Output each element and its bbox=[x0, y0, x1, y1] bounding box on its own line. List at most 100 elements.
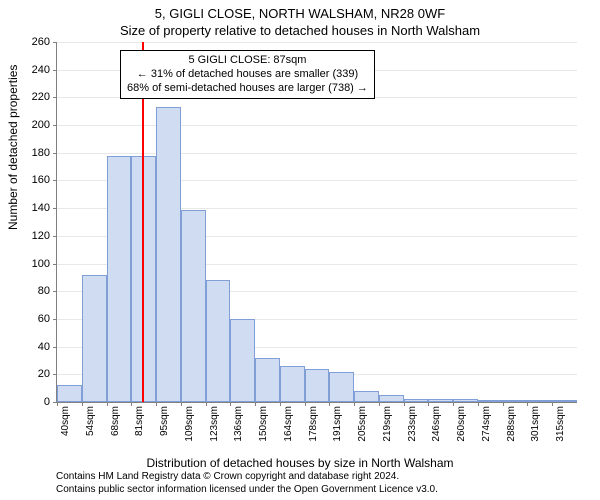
histogram-bar bbox=[503, 400, 528, 402]
x-tick-label: 191sqm bbox=[332, 406, 343, 442]
y-tick-mark bbox=[53, 180, 57, 181]
y-tick-label: 100 bbox=[10, 258, 50, 270]
x-tick-mark bbox=[206, 402, 207, 406]
x-tick-mark bbox=[329, 402, 330, 406]
y-tick-label: 40 bbox=[10, 341, 50, 353]
y-tick-mark bbox=[53, 208, 57, 209]
histogram-bar bbox=[354, 391, 379, 402]
y-tick-label: 160 bbox=[10, 174, 50, 186]
info-box-line3: 68% of semi-detached houses are larger (… bbox=[127, 82, 368, 96]
x-tick-mark bbox=[527, 402, 528, 406]
x-tick-mark bbox=[404, 402, 405, 406]
x-tick-label: 260sqm bbox=[456, 406, 467, 442]
y-tick-mark bbox=[53, 291, 57, 292]
x-tick-mark bbox=[107, 402, 108, 406]
x-tick-mark bbox=[379, 402, 380, 406]
histogram-bar bbox=[255, 358, 280, 402]
x-tick-label: 40sqm bbox=[60, 406, 71, 436]
histogram-bar bbox=[478, 400, 503, 402]
x-tick-mark bbox=[131, 402, 132, 406]
footer: Contains HM Land Registry data © Crown c… bbox=[56, 471, 438, 496]
y-tick-label: 180 bbox=[10, 147, 50, 159]
y-tick-mark bbox=[53, 97, 57, 98]
y-tick-mark bbox=[53, 42, 57, 43]
page-subtitle: Size of property relative to detached ho… bbox=[0, 23, 600, 38]
x-tick-label: 164sqm bbox=[283, 406, 294, 442]
y-tick-mark bbox=[53, 319, 57, 320]
x-tick-mark bbox=[255, 402, 256, 406]
page-title: 5, GIGLI CLOSE, NORTH WALSHAM, NR28 0WF bbox=[0, 6, 600, 21]
histogram-bar bbox=[280, 366, 305, 402]
x-tick-mark bbox=[354, 402, 355, 406]
y-tick-label: 60 bbox=[10, 313, 50, 325]
y-tick-mark bbox=[53, 153, 57, 154]
y-tick-label: 140 bbox=[10, 202, 50, 214]
histogram-bar bbox=[305, 369, 330, 402]
histogram-bar bbox=[82, 275, 107, 402]
x-tick-mark bbox=[82, 402, 83, 406]
x-tick-mark bbox=[57, 402, 58, 406]
x-tick-label: 54sqm bbox=[85, 406, 96, 436]
x-tick-label: 81sqm bbox=[134, 406, 145, 436]
x-tick-label: 95sqm bbox=[159, 406, 170, 436]
x-tick-mark bbox=[552, 402, 553, 406]
x-tick-label: 68sqm bbox=[110, 406, 121, 436]
footer-line2: Contains public sector information licen… bbox=[56, 484, 438, 497]
x-tick-label: 219sqm bbox=[382, 406, 393, 442]
x-tick-label: 205sqm bbox=[357, 406, 368, 442]
x-tick-label: 246sqm bbox=[431, 406, 442, 442]
histogram-bar bbox=[230, 319, 255, 402]
x-axis-label: Distribution of detached houses by size … bbox=[0, 456, 600, 470]
y-tick-mark bbox=[53, 236, 57, 237]
x-tick-mark bbox=[478, 402, 479, 406]
x-tick-mark bbox=[156, 402, 157, 406]
y-tick-mark bbox=[53, 125, 57, 126]
histogram-bar bbox=[453, 399, 478, 402]
y-tick-label: 0 bbox=[10, 396, 50, 408]
gridline bbox=[57, 153, 577, 154]
x-tick-label: 109sqm bbox=[184, 406, 195, 442]
info-box-line1: 5 GIGLI CLOSE: 87sqm bbox=[127, 54, 368, 68]
y-tick-mark bbox=[53, 70, 57, 71]
x-tick-mark bbox=[181, 402, 182, 406]
y-tick-mark bbox=[53, 264, 57, 265]
histogram-bar bbox=[181, 210, 206, 402]
info-box-line2: ← 31% of detached houses are smaller (33… bbox=[127, 68, 368, 82]
histogram-bar bbox=[107, 156, 132, 402]
histogram-bar bbox=[428, 399, 453, 402]
x-tick-mark bbox=[305, 402, 306, 406]
histogram-bar bbox=[57, 385, 82, 402]
histogram-bar bbox=[527, 400, 552, 402]
footer-line1: Contains HM Land Registry data © Crown c… bbox=[56, 471, 438, 484]
x-tick-label: 288sqm bbox=[506, 406, 517, 442]
y-tick-mark bbox=[53, 374, 57, 375]
histogram-bar bbox=[156, 107, 181, 402]
gridline bbox=[57, 125, 577, 126]
x-tick-label: 178sqm bbox=[308, 406, 319, 442]
histogram-bar bbox=[329, 372, 354, 402]
histogram-bar bbox=[206, 280, 231, 402]
histogram-bar bbox=[552, 400, 577, 402]
chart-container: 40sqm54sqm68sqm81sqm95sqm109sqm123sqm136… bbox=[56, 42, 576, 402]
x-tick-label: 150sqm bbox=[258, 406, 269, 442]
x-tick-label: 136sqm bbox=[233, 406, 244, 442]
y-tick-label: 220 bbox=[10, 91, 50, 103]
x-tick-mark bbox=[453, 402, 454, 406]
info-box: 5 GIGLI CLOSE: 87sqm ← 31% of detached h… bbox=[120, 50, 375, 99]
y-tick-label: 120 bbox=[10, 230, 50, 242]
histogram-bar bbox=[404, 399, 429, 402]
y-tick-label: 80 bbox=[10, 285, 50, 297]
y-tick-label: 200 bbox=[10, 119, 50, 131]
y-tick-label: 240 bbox=[10, 64, 50, 76]
x-tick-label: 274sqm bbox=[481, 406, 492, 442]
y-tick-label: 260 bbox=[10, 36, 50, 48]
x-tick-mark bbox=[503, 402, 504, 406]
x-tick-mark bbox=[428, 402, 429, 406]
histogram-bar bbox=[379, 395, 404, 402]
x-tick-label: 301sqm bbox=[530, 406, 541, 442]
x-tick-label: 315sqm bbox=[555, 406, 566, 442]
x-tick-label: 233sqm bbox=[407, 406, 418, 442]
x-tick-label: 123sqm bbox=[209, 406, 220, 442]
gridline bbox=[57, 42, 577, 43]
x-tick-mark bbox=[280, 402, 281, 406]
